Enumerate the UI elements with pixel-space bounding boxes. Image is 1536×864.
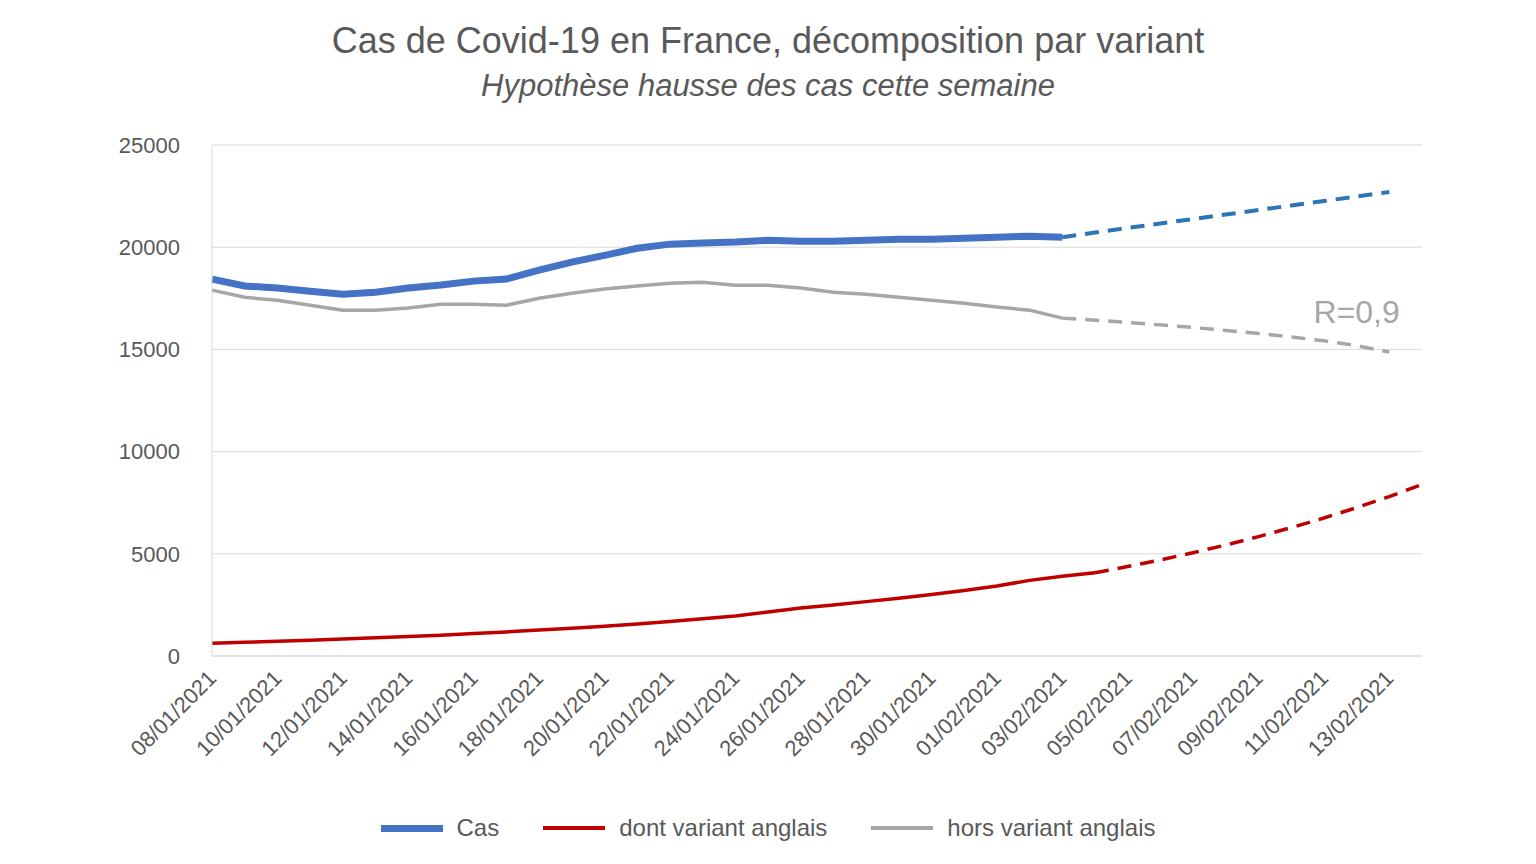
svg-text:24/01/2021: 24/01/2021 <box>648 665 745 762</box>
svg-text:25000: 25000 <box>119 133 180 158</box>
svg-text:12/01/2021: 12/01/2021 <box>256 665 352 762</box>
svg-text:28/01/2021: 28/01/2021 <box>779 665 876 762</box>
svg-text:18/01/2021: 18/01/2021 <box>452 665 549 762</box>
svg-text:03/02/2021: 03/02/2021 <box>975 665 1072 762</box>
svg-text:16/01/2021: 16/01/2021 <box>387 665 483 762</box>
html-text:Hypothèse hausse des cas cette: Hypothèse hausse des cas cette semaine <box>481 68 1055 103</box>
svg-text:30/01/2021: 30/01/2021 <box>845 665 941 762</box>
html-text:Cas: Cas <box>456 814 500 841</box>
svg-text:01/02/2021: 01/02/2021 <box>910 665 1007 762</box>
svg-text:11/02/2021: 11/02/2021 <box>1238 665 1334 760</box>
svg-text:13/02/2021: 13/02/2021 <box>1303 666 1399 762</box>
svg-text:10000: 10000 <box>119 439 180 464</box>
svg-text:20/01/2021: 20/01/2021 <box>518 665 614 762</box>
svg-text:R=0,9: R=0,9 <box>1313 294 1399 330</box>
svg-text:22/01/2021: 22/01/2021 <box>583 665 679 762</box>
svg-text:07/02/2021: 07/02/2021 <box>1106 665 1203 762</box>
svg-text:15000: 15000 <box>119 337 180 362</box>
svg-text:5000: 5000 <box>131 542 180 567</box>
svg-text:14/01/2021: 14/01/2021 <box>321 665 418 762</box>
html-text:hors variant anglais: hors variant anglais <box>947 814 1156 841</box>
html-text:Cas de Covid-19 en France, déc: Cas de Covid-19 en France, décomposition… <box>331 20 1205 61</box>
svg-text:08/01/2021: 08/01/2021 <box>125 665 222 762</box>
svg-text:26/01/2021: 26/01/2021 <box>714 665 810 762</box>
svg-text:20000: 20000 <box>119 235 180 260</box>
svg-text:05/02/2021: 05/02/2021 <box>1041 665 1137 762</box>
svg-text:0: 0 <box>168 644 180 669</box>
html-text:dont variant anglais: dont variant anglais <box>619 814 828 841</box>
svg-text:09/02/2021: 09/02/2021 <box>1172 665 1268 762</box>
svg-text:10/01/2021: 10/01/2021 <box>191 665 287 762</box>
